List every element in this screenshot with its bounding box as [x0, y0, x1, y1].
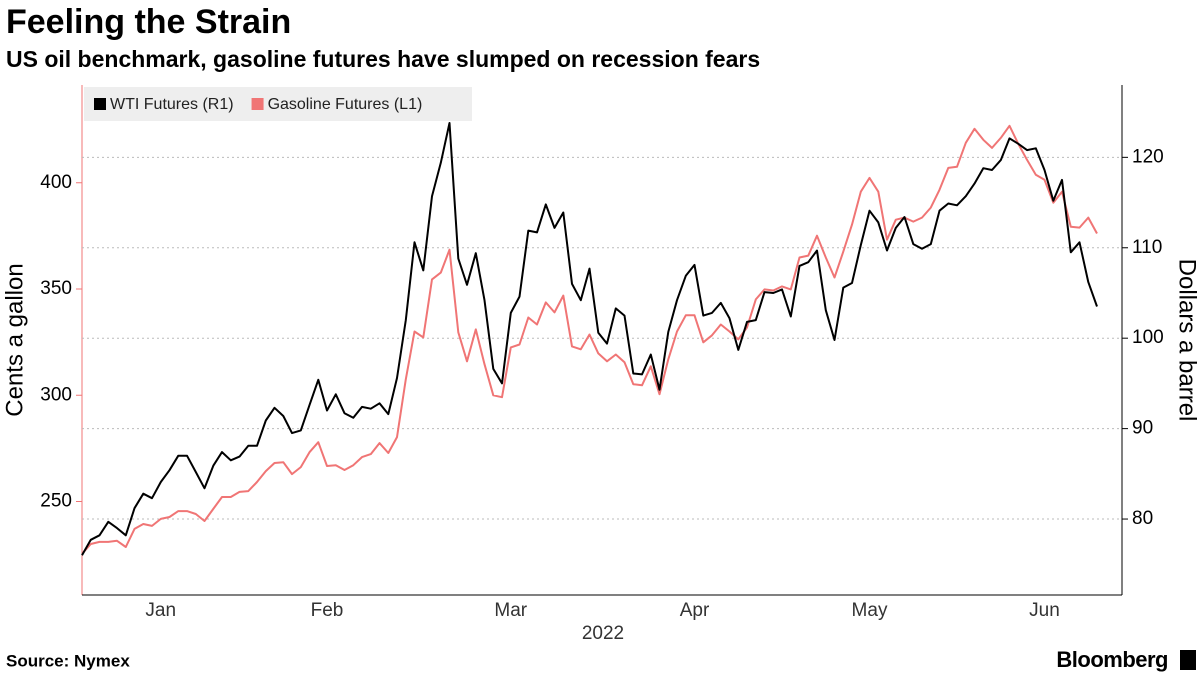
y2-axis-label: Dollars a barrel [1174, 259, 1200, 422]
y2-tick-label: 80 [1132, 508, 1153, 529]
legend-label: Gasoline Futures (L1) [268, 96, 423, 113]
y-axis-label: Cents a gallon [1, 263, 28, 416]
x-tick-label: Mar [494, 600, 527, 621]
y2-tick-label: 120 [1132, 146, 1164, 167]
legend-swatch [251, 98, 264, 110]
x-tick-label: Feb [311, 600, 344, 621]
legend-label: WTI Futures (R1) [110, 96, 234, 113]
x-tick-label: Jan [145, 600, 176, 621]
series-line [81, 124, 1098, 555]
legend-swatch [94, 98, 106, 110]
y-tick-label: 250 [40, 491, 72, 512]
source: Source: Nymex [6, 651, 130, 670]
y2-tick-label: 110 [1132, 237, 1162, 258]
chart-subtitle: US oil benchmark, gasoline futures have … [6, 46, 760, 72]
y-tick-label: 350 [40, 278, 72, 299]
y2-tick-label: 90 [1132, 418, 1153, 439]
brand: Bloomberg [1056, 647, 1168, 672]
legend-box [84, 87, 472, 121]
x-axis-label: 2022 [582, 623, 624, 644]
brand-icon [1180, 650, 1196, 670]
y-tick-label: 400 [40, 172, 72, 193]
chart-title: Feeling the Strain [6, 3, 291, 41]
x-tick-label: May [852, 600, 888, 621]
y2-tick-label: 100 [1132, 327, 1164, 348]
x-tick-label: Jun [1029, 600, 1060, 621]
y-tick-label: 300 [40, 384, 72, 405]
series-line [81, 122, 1098, 556]
x-tick-label: Apr [680, 600, 710, 621]
